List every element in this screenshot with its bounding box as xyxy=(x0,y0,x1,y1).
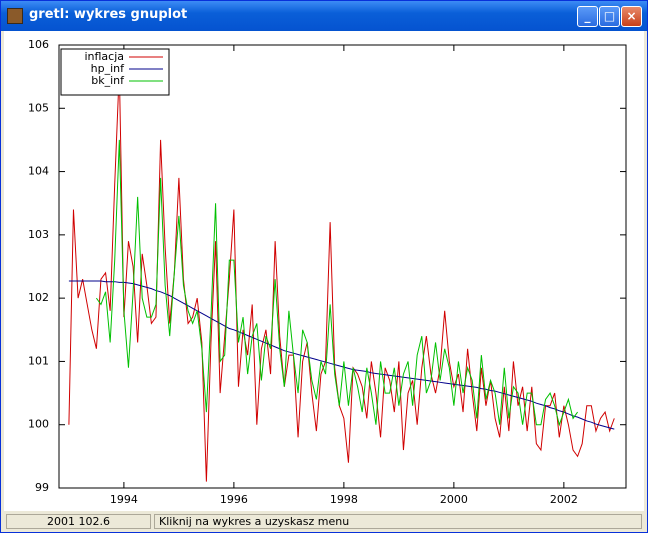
x-tick-label: 2000 xyxy=(440,493,468,506)
y-tick-label: 106 xyxy=(28,38,49,51)
y-tick-label: 102 xyxy=(28,291,49,304)
series-line xyxy=(68,70,615,482)
maximize-button[interactable]: □ xyxy=(599,6,620,27)
y-tick-label: 104 xyxy=(28,165,49,178)
y-tick-label: 101 xyxy=(28,354,49,367)
legend-label: hp_inf xyxy=(91,62,125,75)
x-tick-label: 1998 xyxy=(330,493,358,506)
title-bar: gretl: wykres gnuplot _ □ × xyxy=(1,1,647,31)
close-button[interactable]: × xyxy=(621,6,642,27)
chart[interactable]: 99 100 101 102 103 104 105 106 1994 1996 1998 2000 2… xyxy=(4,31,644,511)
y-tick-label: 103 xyxy=(28,228,49,241)
plot-area[interactable]: 99 100 101 102 103 104 105 106 1994 1996 1998 2000 2… xyxy=(4,31,644,511)
window-title: gretl: wykres gnuplot xyxy=(29,7,188,22)
status-message: Kliknij na wykres a uzyskasz menu xyxy=(154,514,642,529)
legend-label: inflacja xyxy=(84,50,124,63)
plot-frame xyxy=(58,44,627,489)
x-tick-label: 1994 xyxy=(110,493,138,506)
y-tick-label: 105 xyxy=(28,101,49,114)
x-tick-label: 1996 xyxy=(220,493,248,506)
minimize-button[interactable]: _ xyxy=(577,6,598,27)
status-bar: 2001 102.6 Kliknij na wykres a uzyskasz … xyxy=(4,513,644,531)
y-tick-label: 100 xyxy=(28,418,49,431)
series-line xyxy=(68,280,615,430)
app-icon xyxy=(7,8,23,24)
status-coords: 2001 102.6 xyxy=(6,514,151,529)
y-tick-label: 99 xyxy=(35,481,49,494)
x-tick-label: 2002 xyxy=(550,493,578,506)
legend-label: bk_inf xyxy=(91,74,125,87)
series-line xyxy=(95,139,579,427)
